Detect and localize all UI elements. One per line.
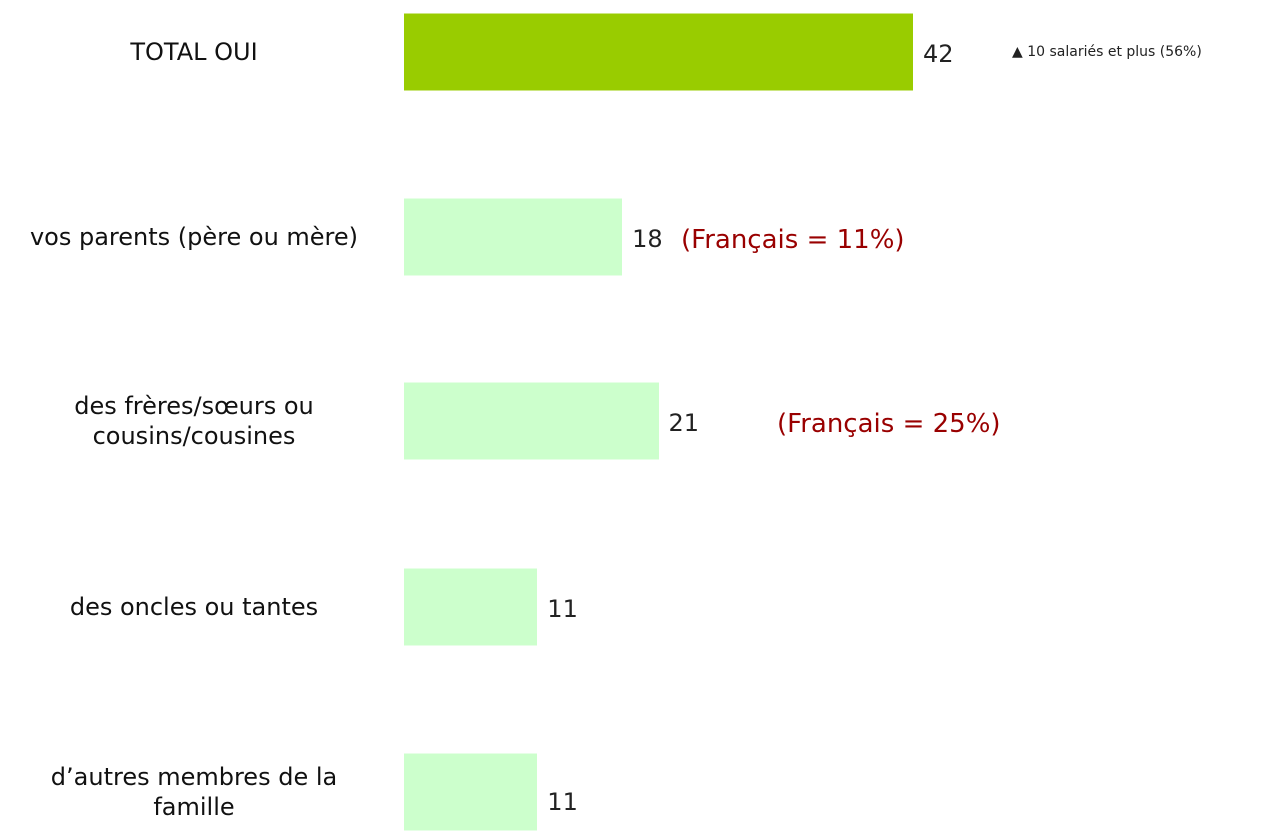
annotation: (Français = 25%) xyxy=(777,409,1001,439)
category-label: vos parents (père ou mère) xyxy=(29,223,359,251)
annotation: ▲ 10 salariés et plus (56%) xyxy=(1012,44,1202,60)
value-label: 18 xyxy=(632,225,663,253)
category-label: d’autres membres de la famille xyxy=(50,763,338,821)
bar xyxy=(404,753,538,831)
bar xyxy=(404,198,623,276)
bar xyxy=(404,13,913,91)
annotation: (Français = 11%) xyxy=(681,225,905,255)
value-label: 21 xyxy=(668,409,700,437)
bar xyxy=(404,568,538,646)
value-label: 11 xyxy=(547,788,578,816)
category-label: des oncles ou tantes xyxy=(69,593,319,621)
category-label: des frères/sœurs ou cousins/cousines xyxy=(74,392,314,450)
category-label: TOTAL OUI xyxy=(130,38,258,66)
value-label: 11 xyxy=(547,595,578,623)
bar xyxy=(404,382,659,460)
value-label: 42 xyxy=(923,40,954,68)
